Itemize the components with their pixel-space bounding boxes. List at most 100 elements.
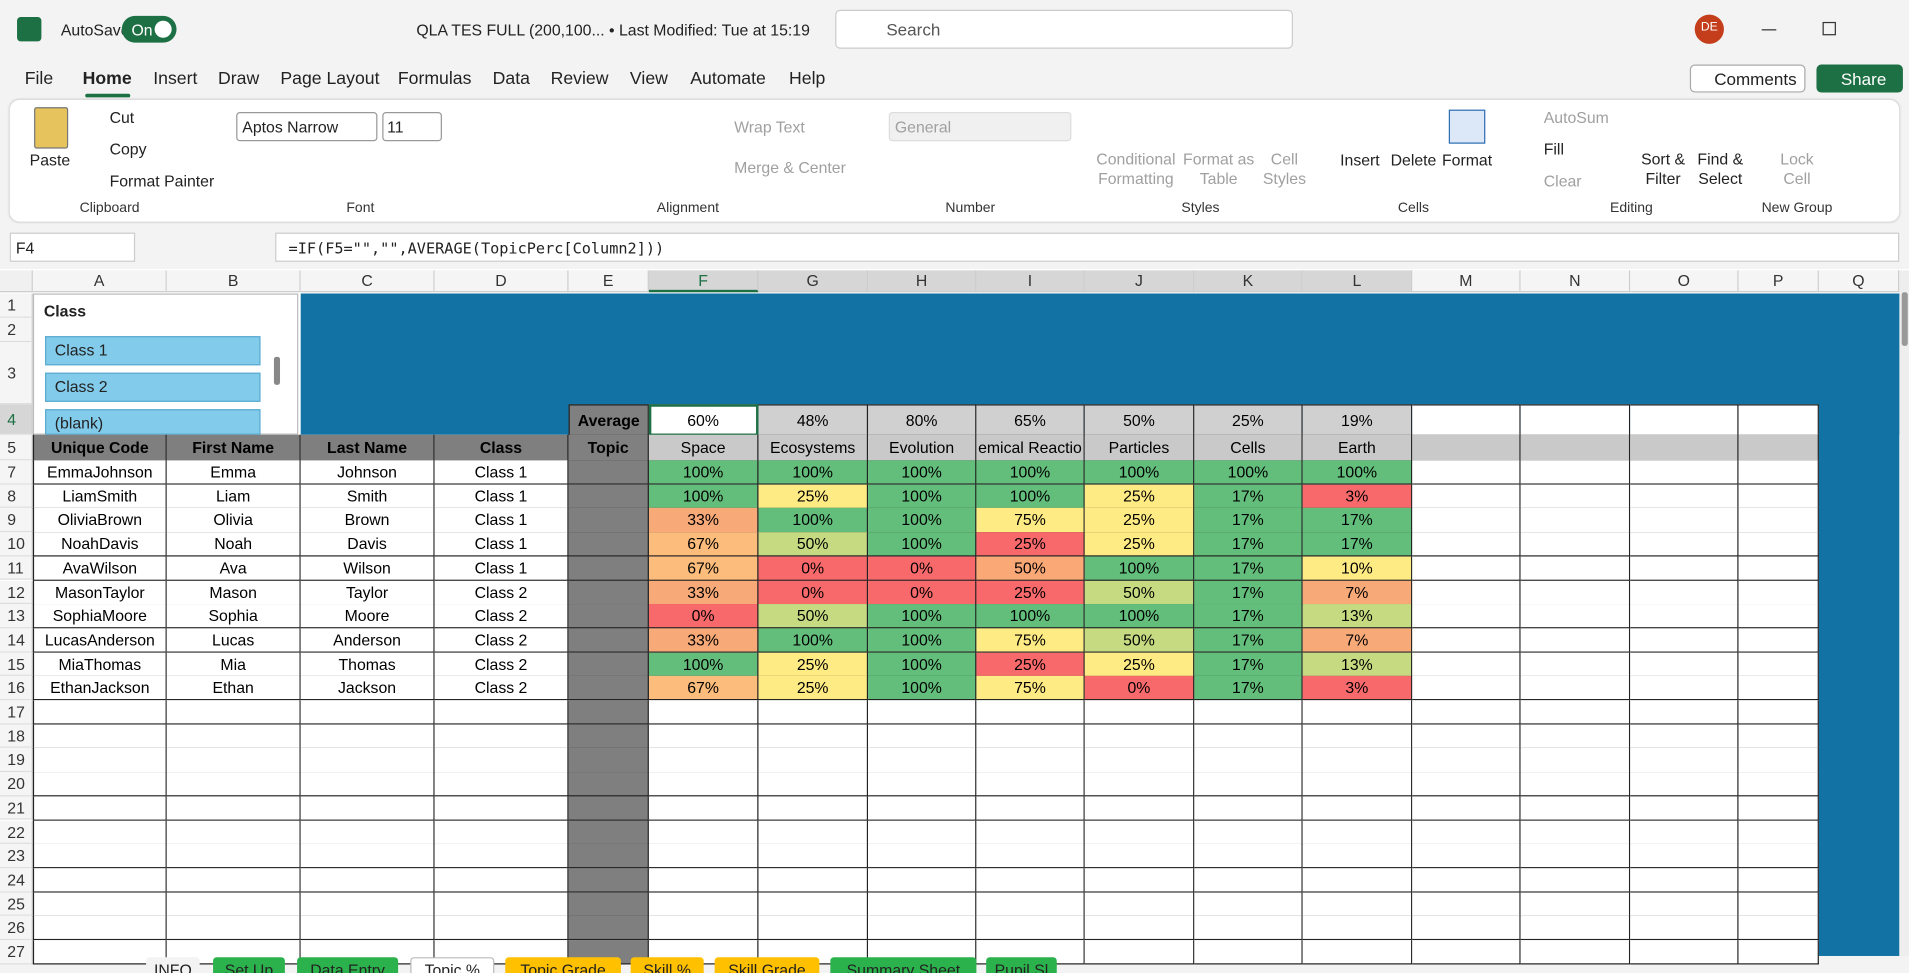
menu-tab[interactable]: Formulas [397, 69, 472, 89]
column-header[interactable]: N [1520, 270, 1631, 293]
column-header[interactable]: G [758, 270, 869, 293]
row-header[interactable]: 24 [0, 868, 33, 893]
sheet-tab[interactable] [410, 957, 495, 973]
insert-cells[interactable]: Insert [1340, 151, 1380, 170]
sheet-tab[interactable] [505, 957, 621, 973]
column-header[interactable]: K [1194, 270, 1303, 293]
row-header[interactable]: 2 [0, 317, 33, 343]
row-header[interactable]: 19 [0, 748, 33, 773]
menu-tab[interactable]: View [629, 69, 668, 89]
copy[interactable]: Copy [109, 140, 147, 159]
row-header[interactable]: 3 [0, 342, 33, 405]
sheet-tab[interactable] [297, 957, 399, 973]
minimize[interactable] [1761, 29, 1777, 31]
column-header[interactable]: M [1412, 270, 1521, 293]
row-header[interactable]: 14 [0, 628, 33, 653]
sheet-tab[interactable] [830, 957, 977, 973]
scroll-thumb[interactable] [1901, 292, 1908, 346]
menu-tab[interactable]: Home [82, 69, 132, 89]
cut[interactable]: Cut [109, 108, 135, 127]
format-as-table[interactable]: Format as Table [1183, 149, 1255, 188]
sheet-tab-label[interactable]: Topic Grade [520, 960, 606, 973]
column-header[interactable]: O [1630, 270, 1739, 293]
menu-tab[interactable]: File [24, 69, 54, 89]
column-header[interactable]: C [300, 270, 435, 293]
row-header[interactable]: 13 [0, 604, 33, 629]
cell-styles[interactable]: Cell Styles [1262, 149, 1306, 188]
lock-cell[interactable]: Lock Cell [1780, 149, 1814, 188]
row-header[interactable]: 16 [0, 676, 33, 701]
number-format-box[interactable] [888, 112, 1072, 142]
slicer-item[interactable] [45, 372, 261, 402]
row-header[interactable]: 20 [0, 772, 33, 797]
row-header[interactable]: 10 [0, 532, 33, 557]
row-header[interactable]: 9 [0, 508, 33, 533]
sheet-tab[interactable] [213, 957, 285, 973]
search-box[interactable] [835, 9, 1293, 49]
row-header[interactable]: 27 [0, 940, 33, 965]
column-header[interactable]: B [166, 270, 301, 293]
row-header[interactable]: 21 [0, 796, 33, 821]
font-name-box[interactable] [236, 112, 378, 142]
file-title[interactable]: QLA TES FULL (200,100... • Last Modified… [416, 20, 810, 39]
sheet-tab[interactable] [146, 957, 200, 973]
slicer-item[interactable] [45, 409, 261, 435]
format-cells[interactable]: Format [1441, 151, 1493, 170]
sheet-tab-label[interactable]: Pupil Sl [994, 960, 1049, 973]
find-select[interactable]: Find & Select [1697, 149, 1744, 188]
format-painter[interactable]: Format Painter [109, 171, 215, 190]
row-header[interactable]: 23 [0, 844, 33, 869]
column-header[interactable]: P [1738, 270, 1819, 293]
autosum[interactable]: AutoSum [1543, 108, 1609, 127]
sort-filter[interactable]: Sort & Filter [1641, 149, 1686, 188]
row-header[interactable]: 18 [0, 724, 33, 749]
row-header[interactable]: 25 [0, 892, 33, 917]
fill[interactable]: Fill [1543, 140, 1564, 159]
menu-tab[interactable]: Data [492, 69, 530, 89]
menu-tab[interactable]: Help [789, 69, 826, 89]
row-header[interactable]: 26 [0, 916, 33, 941]
maximize[interactable] [1822, 21, 1836, 36]
row-header[interactable]: 12 [0, 580, 33, 605]
menu-tab[interactable]: Page Layout [280, 69, 380, 89]
column-header[interactable]: D [434, 270, 569, 293]
row-header[interactable]: 15 [0, 652, 33, 677]
avatar[interactable] [1694, 14, 1724, 44]
wrap-text[interactable]: Wrap Text [734, 118, 805, 137]
column-header[interactable]: A [32, 270, 167, 293]
clear[interactable]: Clear [1543, 171, 1582, 190]
menu-tab[interactable]: Insert [153, 69, 198, 89]
font-size-box[interactable] [382, 112, 442, 142]
column-header[interactable]: L [1302, 270, 1413, 293]
formula-bar[interactable] [275, 232, 1900, 262]
paste-icon[interactable] [34, 107, 69, 149]
slicer-item[interactable] [45, 336, 261, 366]
column-header[interactable]: H [868, 270, 977, 293]
sheet-tab-label[interactable]: Skill % [643, 960, 691, 973]
column-header[interactable]: F [648, 270, 759, 293]
row-header[interactable]: 17 [0, 700, 33, 725]
share-button[interactable] [1816, 64, 1903, 93]
merge-center[interactable]: Merge & Center [734, 158, 846, 177]
sheet-tab-label[interactable]: Set Up [224, 960, 274, 973]
paste[interactable]: Paste [29, 151, 71, 170]
sheet-tab-label[interactable]: Data Entry [310, 960, 385, 973]
row-header[interactable]: 7 [0, 460, 33, 485]
name-box[interactable] [9, 232, 136, 262]
delete-cells[interactable]: Delete [1390, 151, 1437, 170]
sheet-tab-label[interactable]: INFO [153, 960, 192, 973]
sheet-tab-label[interactable]: Topic % [424, 960, 481, 973]
column-header[interactable]: Q [1818, 270, 1900, 293]
menu-tab[interactable]: Review [550, 69, 609, 89]
row-header[interactable]: 4 [0, 404, 33, 435]
sheet-tab[interactable] [714, 957, 820, 973]
row-header[interactable]: 1 [0, 293, 33, 318]
sheet-tab-label[interactable]: Summary Sheet [846, 960, 961, 973]
menu-tab[interactable]: Draw [218, 69, 260, 89]
column-header[interactable]: I [976, 270, 1085, 293]
sheet-tab-label[interactable]: Skill Grade [728, 960, 806, 973]
conditional-formatting[interactable]: Conditional Formatting [1096, 149, 1176, 188]
row-header[interactable]: 5 [0, 434, 33, 461]
sheet-tab[interactable] [630, 957, 704, 973]
menu-tab[interactable]: Automate [690, 69, 766, 89]
